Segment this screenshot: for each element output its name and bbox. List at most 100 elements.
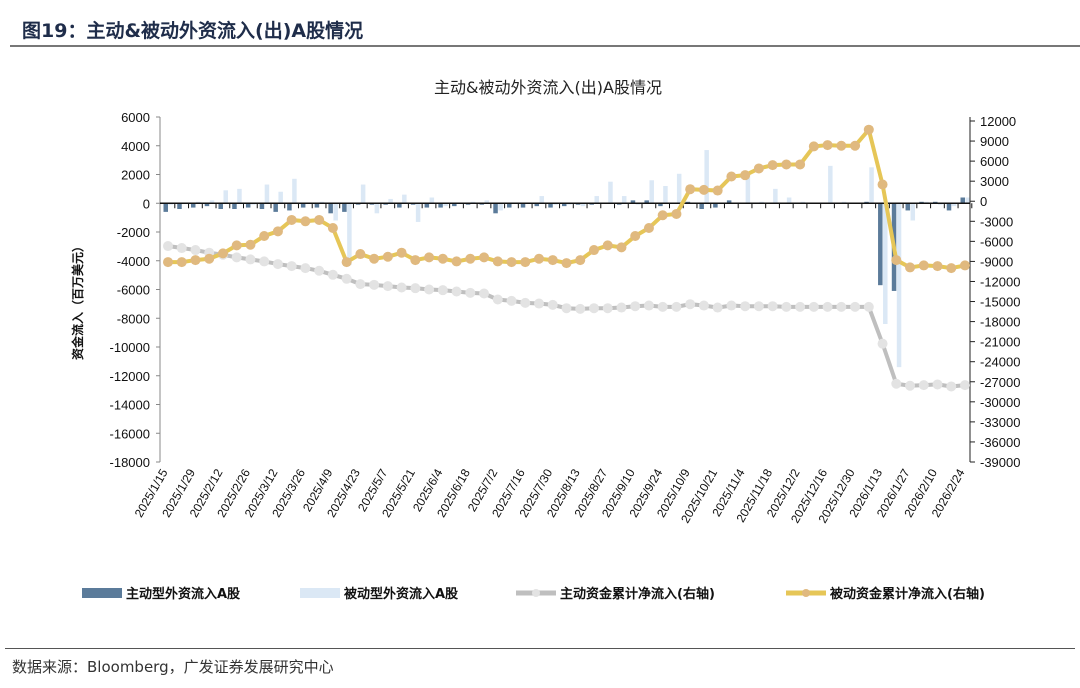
- passive-inflow-bar: [704, 150, 709, 204]
- legend-swatch-0: [82, 588, 122, 598]
- passive-inflow-bar: [484, 200, 490, 204]
- passive-cumulative-point: [877, 179, 888, 190]
- passive-cumulative-point: [781, 159, 792, 170]
- active-cumulative-point: [740, 301, 751, 312]
- passive-inflow-bar: [443, 203, 448, 207]
- right-tick-label: 3000: [980, 174, 1009, 189]
- passive-cumulative-point: [712, 185, 723, 196]
- passive-cumulative-point: [767, 160, 778, 171]
- active-cumulative-point: [492, 294, 503, 305]
- left-tick-label: -16000: [110, 426, 150, 441]
- right-tick-label: -3000: [980, 214, 1013, 229]
- right-tick-label: -21000: [980, 335, 1020, 350]
- passive-cumulative-point: [410, 255, 421, 266]
- right-tick-label: 12000: [980, 114, 1016, 129]
- active-inflow-bar: [726, 200, 732, 204]
- passive-cumulative-point: [657, 210, 668, 221]
- active-cumulative-point: [437, 285, 448, 296]
- passive-cumulative-point: [616, 242, 627, 253]
- active-cumulative-point: [534, 298, 545, 309]
- active-cumulative-point: [960, 380, 970, 391]
- passive-inflow-bar: [539, 196, 545, 204]
- passive-cumulative-point: [671, 208, 682, 219]
- active-cumulative-point: [396, 282, 407, 293]
- active-cumulative-point: [822, 301, 833, 312]
- passive-inflow-bar: [965, 197, 970, 204]
- right-tick-label: -24000: [980, 355, 1020, 370]
- active-cumulative-point: [190, 245, 201, 256]
- passive-inflow-bar: [883, 203, 888, 324]
- legend-swatch-1: [300, 588, 340, 598]
- right-tick-label: 9000: [980, 134, 1009, 149]
- active-inflow-bar: [177, 203, 182, 209]
- passive-cumulative-line: [168, 125, 966, 271]
- active-inflow-bar: [630, 200, 636, 204]
- legend-label: 主动型外资流入A股: [126, 586, 240, 602]
- active-inflow-bar: [438, 203, 443, 208]
- passive-cumulative-point: [341, 257, 352, 268]
- active-cumulative-point: [341, 273, 352, 284]
- passive-cumulative-point: [561, 258, 572, 269]
- active-cumulative-point: [753, 301, 764, 312]
- passive-inflow-bar: [621, 196, 627, 204]
- passive-inflow-bar: [786, 197, 792, 204]
- passive-inflow-bar: [278, 191, 283, 204]
- active-cumulative-point: [410, 283, 421, 294]
- passive-cumulative-point: [932, 261, 943, 272]
- passive-cumulative-point: [382, 251, 393, 262]
- active-cumulative-point: [671, 301, 682, 312]
- active-inflow-bar: [644, 200, 649, 204]
- active-cumulative-point: [588, 303, 599, 314]
- active-cumulative-point: [863, 301, 874, 312]
- passive-cumulative-point: [630, 231, 641, 242]
- left-tick-label: -4000: [117, 254, 150, 269]
- active-cumulative-point: [850, 301, 861, 312]
- figure-title: 图19：主动&被动外资流入(出)A股情况: [22, 20, 364, 42]
- left-tick-label: -8000: [117, 311, 150, 326]
- passive-cumulative-point: [850, 140, 861, 151]
- active-cumulative-point: [905, 380, 916, 391]
- active-inflow-bar: [300, 203, 306, 208]
- active-cumulative-point: [932, 379, 943, 390]
- active-inflow-bar: [245, 203, 251, 208]
- active-cumulative-point: [836, 301, 847, 312]
- passive-cumulative-point: [808, 141, 819, 152]
- chart-title: 主动&被动外资流入(出)A股情况: [434, 78, 662, 97]
- active-inflow-bar: [946, 203, 952, 211]
- active-inflow-bar: [328, 203, 333, 214]
- passive-cumulative-point: [643, 222, 654, 233]
- passive-cumulative-point: [753, 163, 764, 174]
- left-tick-label: 2000: [121, 168, 150, 183]
- active-inflow-bar: [878, 203, 883, 286]
- passive-cumulative-point: [355, 249, 366, 260]
- active-cumulative-point: [795, 301, 806, 312]
- right-tick-label: -9000: [980, 254, 1013, 269]
- passive-inflow-bar: [374, 203, 380, 214]
- passive-cumulative-point: [946, 263, 957, 274]
- passive-cumulative-point: [327, 222, 338, 233]
- legend-marker-2: [532, 589, 540, 597]
- active-inflow-bar: [713, 203, 718, 208]
- active-cumulative-point: [685, 299, 696, 310]
- passive-inflow-bar: [209, 200, 215, 204]
- passive-cumulative-point: [259, 231, 270, 242]
- active-cumulative-point: [575, 303, 586, 314]
- active-cumulative-point: [547, 299, 558, 310]
- passive-cumulative-point: [217, 248, 228, 259]
- active-inflow-bar: [218, 203, 223, 209]
- passive-inflow-bar: [292, 178, 297, 204]
- active-cumulative-point: [272, 259, 283, 270]
- passive-cumulative-point: [960, 260, 970, 271]
- active-inflow-bar: [163, 203, 168, 212]
- passive-cumulative-point: [231, 240, 242, 251]
- active-inflow-bar: [507, 203, 512, 208]
- left-tick-label: 0: [143, 196, 150, 211]
- legend-label: 被动型外资流入A股: [343, 586, 458, 602]
- passive-cumulative-point: [520, 257, 531, 268]
- legend-label: 被动资金累计净流入(右轴): [829, 586, 985, 602]
- active-cumulative-point: [176, 243, 187, 254]
- passive-inflow-bar: [498, 203, 503, 211]
- active-inflow-bar: [314, 203, 320, 208]
- passive-inflow-bar: [360, 184, 366, 204]
- passive-cumulative-point: [396, 247, 407, 258]
